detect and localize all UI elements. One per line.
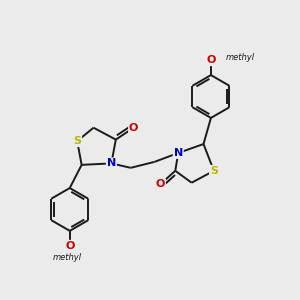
Text: N: N bbox=[174, 148, 183, 158]
Text: O: O bbox=[206, 55, 216, 65]
Text: O: O bbox=[156, 179, 165, 189]
Text: N: N bbox=[107, 158, 116, 168]
Text: S: S bbox=[73, 136, 81, 146]
Text: O: O bbox=[65, 241, 74, 251]
Text: O: O bbox=[129, 123, 138, 133]
Text: methyl: methyl bbox=[52, 253, 81, 262]
Text: methyl: methyl bbox=[226, 53, 255, 62]
Text: S: S bbox=[210, 166, 218, 176]
